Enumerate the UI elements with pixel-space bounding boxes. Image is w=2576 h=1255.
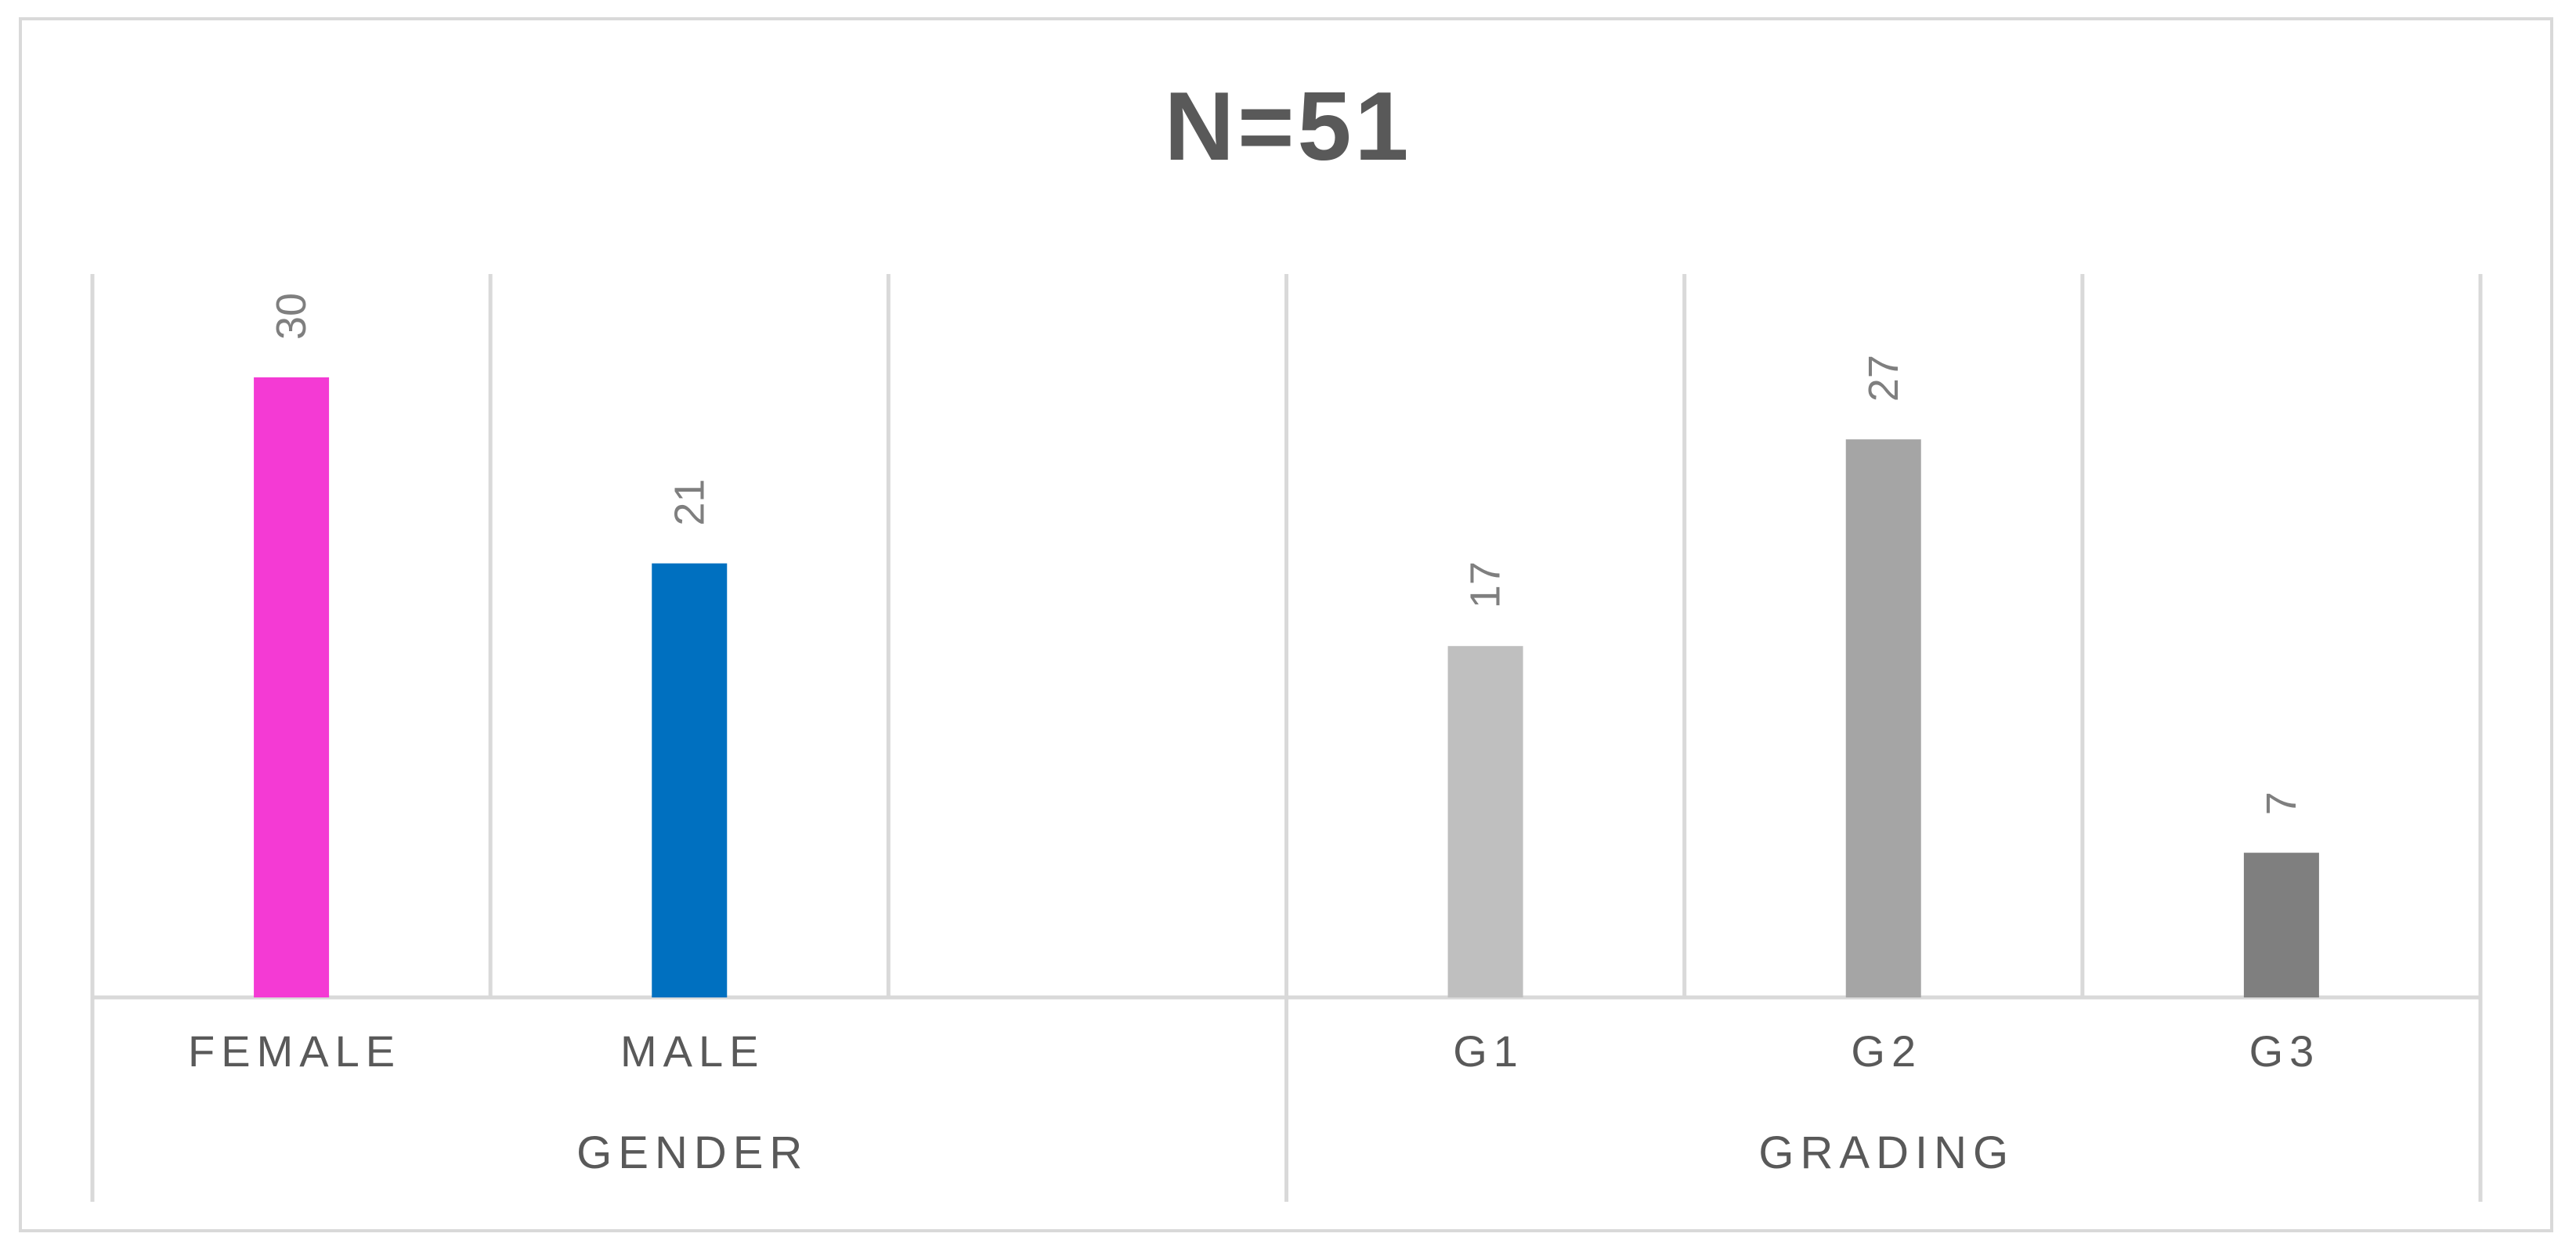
chart-title: N=51: [1164, 73, 1412, 181]
data-label: 30: [268, 293, 315, 340]
data-label: 21: [666, 479, 713, 526]
data-label: 27: [1860, 355, 1907, 402]
bar-g3: [2243, 853, 2319, 997]
category-label: MALE: [620, 1026, 765, 1076]
category-label: G2: [1851, 1026, 1922, 1076]
group-label: GENDER: [576, 1127, 808, 1178]
group-label: GRADING: [1758, 1127, 2014, 1178]
bar-g1: [1447, 646, 1523, 997]
bar-male: [652, 563, 728, 997]
category-label: G3: [2249, 1026, 2321, 1076]
bar-female: [254, 377, 330, 997]
data-label: 7: [2258, 792, 2305, 815]
category-label: G1: [1453, 1026, 1524, 1076]
data-label: 17: [1462, 561, 1509, 608]
bar-g2: [1845, 439, 1921, 997]
category-label: FEMALE: [188, 1026, 401, 1076]
